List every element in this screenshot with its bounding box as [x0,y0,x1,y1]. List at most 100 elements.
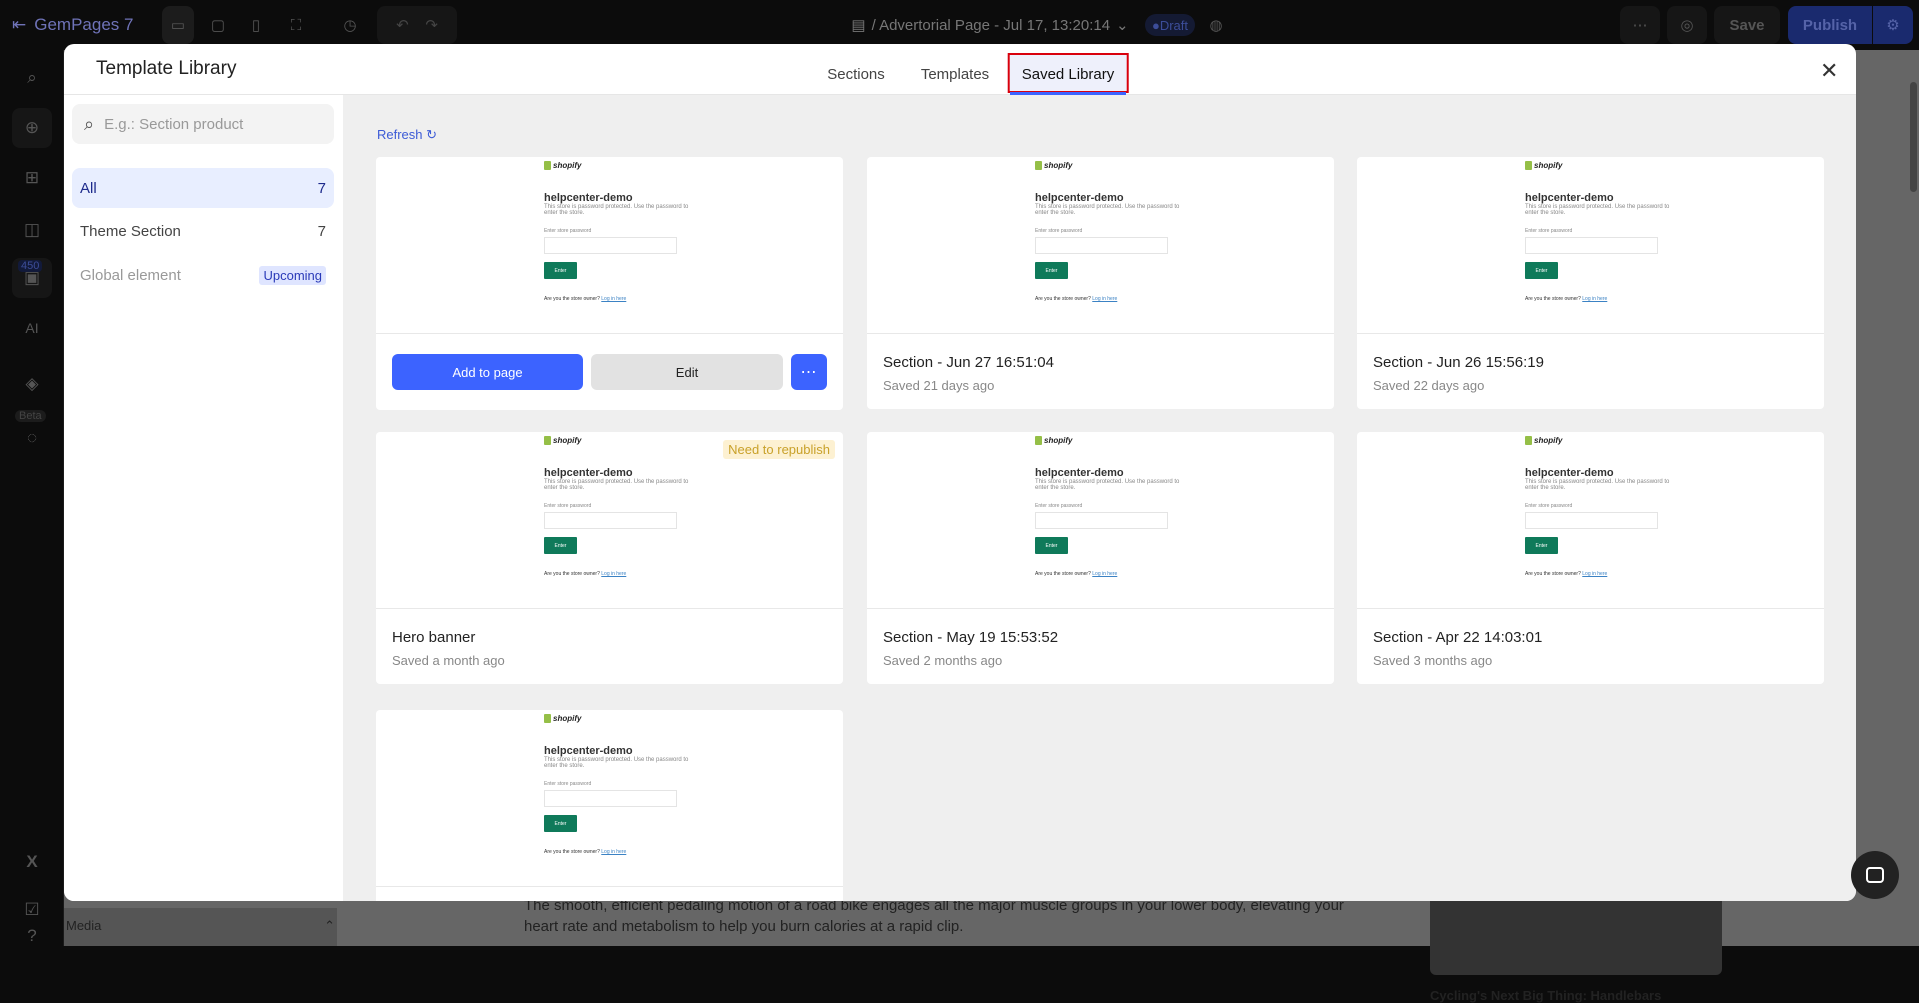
item-preview[interactable]: shopify helpcenter-demo This store is pa… [867,432,1334,609]
chevron-down-icon: ⌄ [1116,17,1129,34]
more-button[interactable]: ⋯ [1620,6,1660,44]
status-text: Draft [1159,17,1189,33]
chat-button[interactable] [1851,851,1899,899]
item-preview[interactable]: shopify helpcenter-demo This store is pa… [1357,157,1824,334]
item-preview[interactable]: shopify helpcenter-demo This store is pa… [376,157,843,334]
mobile-view-icon[interactable]: ▯ [251,17,261,34]
page-scrollbar[interactable] [1908,50,1919,946]
article-caption: Cycling's Next Big Thing: Handlebars [1430,988,1662,1003]
saved-item-card[interactable]: shopify helpcenter-demo This store is pa… [1357,432,1824,684]
preview-desc: This store is password protected. Use th… [1035,479,1180,491]
preview-pw-box [1525,237,1658,254]
globe-icon[interactable]: ◍ [1209,17,1223,34]
edit-button[interactable]: Edit [591,354,783,390]
category-label: Global element [80,266,181,284]
shopify-logo: shopify [544,161,694,170]
item-preview[interactable]: shopify helpcenter-demo This store is pa… [1357,432,1824,609]
page-icon: ▤ [851,17,866,34]
tab-sections[interactable]: Sections [827,66,885,83]
undo-redo[interactable]: ↶ ↷ [377,6,457,44]
shopify-logo: shopify [1035,436,1185,445]
saved-item-card[interactable]: shopify helpcenter-demo This store is pa… [1357,157,1824,409]
preview-store-name: helpcenter-demo [544,467,633,479]
item-saved-time: Saved 21 days ago [883,378,995,393]
preview-pw-box [544,790,677,807]
cursor-icon[interactable]: ◌ [26,428,38,447]
chat-icon [1866,867,1884,883]
preview-enter-button: Enter [544,262,577,279]
saved-item-card[interactable]: shopify helpcenter-demo This store is pa… [376,157,843,410]
more-options-button[interactable]: ⋯ [791,354,827,390]
x-icon[interactable]: X [26,852,38,871]
exit-icon: ⇤ [12,15,27,34]
store-preview: shopify helpcenter-demo This store is pa… [544,714,694,855]
category-panel: ⌕ All 7 Theme Section 7 Global element Upco… [64,95,343,901]
item-preview[interactable]: shopify helpcenter-demo This store is pa… [376,710,843,887]
undo-icon[interactable]: ↶ [396,17,409,34]
store-preview: shopify helpcenter-demo This store is pa… [544,436,694,577]
desktop-view-icon[interactable]: ▭ [162,6,194,44]
preview-desc: This store is password protected. Use th… [544,479,689,491]
article-paragraph: The smooth, efficient pedaling motion of… [524,897,1344,935]
active-tab-underline [1010,92,1126,95]
preview-pw-label: Enter store password [1035,503,1083,509]
preview-desc: This store is password protected. Use th… [1525,479,1670,491]
preview-store-name: helpcenter-demo [1525,192,1614,204]
category-count: 7 [317,179,326,197]
media-panel[interactable]: Media ⌃ [64,908,337,946]
page-title[interactable]: ▤ / Advertorial Page - Jul 17, 13:20:14 ⌄ [840,6,1140,44]
category-all[interactable]: All 7 [72,168,334,208]
apps-icon[interactable]: ⊞ [24,168,40,187]
refresh-button[interactable]: Refresh ↻ [377,127,437,143]
history-icon[interactable]: ◷ [343,17,357,34]
preview-pw-label: Enter store password [1525,228,1573,234]
pages-icon[interactable]: ◫ [23,220,41,239]
item-preview[interactable]: shopify helpcenter-demo This store is pa… [376,432,843,609]
add-element-icon[interactable]: ⊕ [12,108,52,148]
save-button[interactable]: Save [1714,6,1780,44]
saved-item-card[interactable]: shopify helpcenter-demo This store is pa… [867,432,1334,684]
category-theme-section[interactable]: Theme Section 7 [72,211,334,251]
exit-button[interactable]: ⇤ GemPages 7 [12,6,152,44]
need-republish-badge: Need to republish [723,440,835,459]
saved-library-grid: Refresh ↻ shopify helpcenter-demo This s… [343,95,1856,901]
preview-pw-box [1035,237,1168,254]
close-icon[interactable]: ✕ [1820,58,1839,83]
preview-pw-box [544,237,677,254]
checklist-icon[interactable]: ☑ [24,900,40,919]
category-global-element: Global element Upcoming [72,255,334,295]
saved-item-card[interactable]: shopify helpcenter-demo This store is pa… [376,432,843,684]
item-saved-time: Saved 22 days ago [1373,378,1485,393]
search-icon[interactable]: ⌕ [27,68,37,87]
saved-item-card[interactable]: shopify helpcenter-demo This store is pa… [376,710,843,901]
chevron-up-icon: ⌃ [324,918,335,933]
preview-enter-button: Enter [1525,262,1558,279]
help-icon[interactable]: ? [27,926,37,945]
category-count: 7 [317,222,326,240]
preview-pw-label: Enter store password [544,781,592,787]
publish-settings-icon[interactable]: ⚙ [1873,6,1913,44]
category-label: All [80,179,97,197]
item-preview[interactable]: shopify helpcenter-demo This store is pa… [867,157,1334,334]
fit-view-icon[interactable]: ⛶ [290,16,302,34]
preview-desc: This store is password protected. Use th… [544,757,689,769]
preview-pw-label: Enter store password [544,503,592,509]
preview-pw-box [544,512,677,529]
shopify-logo: shopify [1525,161,1675,170]
left-rail: ⌕ ⊕ ⊞ ◫ ▣ 450 AI ◈ Beta ◌ X ☑ ? [0,50,64,946]
preview-enter-button: Enter [1035,262,1068,279]
preview-owner: Are you the store owner? Log in here [1035,296,1118,302]
saved-item-card[interactable]: shopify helpcenter-demo This store is pa… [867,157,1334,409]
search-field[interactable]: ⌕ [72,104,334,144]
redo-icon[interactable]: ↷ [425,17,438,34]
publish-button[interactable]: Publish [1788,6,1872,44]
preview-eye-icon[interactable]: ◎ [1667,6,1707,44]
tab-saved-library[interactable]: Saved Library [1007,53,1129,93]
tablet-view-icon[interactable]: ▢ [210,17,226,34]
ai-icon[interactable]: AI [25,320,39,336]
search-input[interactable] [104,115,305,133]
layers-icon[interactable]: ◈ [25,374,39,393]
tab-templates[interactable]: Templates [920,66,990,83]
add-to-page-button[interactable]: Add to page [392,354,583,390]
item-name: Section - May 19 15:53:52 [883,629,1059,646]
